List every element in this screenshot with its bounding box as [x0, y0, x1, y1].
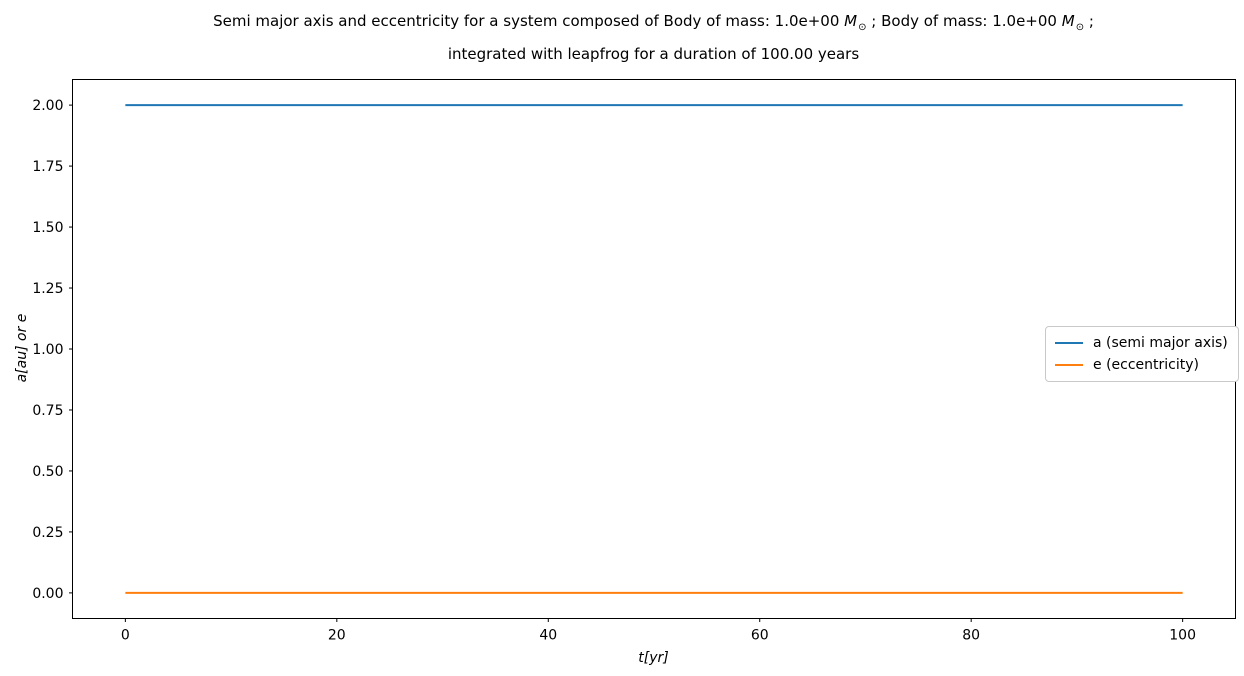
chart-title: Semi major axis and eccentricity for a s… — [72, 8, 1235, 67]
legend-item-a: a (semi major axis) — [1055, 333, 1228, 352]
y-tick-label: 1.50 — [32, 220, 63, 236]
chart-title-text: ; Body of mass: 1.0e+00 — [866, 12, 1062, 30]
solar-mass-symbol: M — [1061, 12, 1075, 30]
legend: a (semi major axis) e (eccentricity) — [1045, 326, 1239, 382]
x-tick-label: 40 — [539, 628, 557, 644]
y-tick-label: 1.25 — [32, 281, 63, 297]
legend-label-a: a (semi major axis) — [1093, 334, 1228, 351]
y-tick-label: 2.00 — [32, 98, 63, 114]
solar-mass-symbol: M — [844, 12, 858, 30]
chart-title-line2: integrated with leapfrog for a duration … — [447, 45, 860, 63]
legend-line-sample-a — [1055, 341, 1083, 344]
legend-label-e: e (eccentricity) — [1093, 356, 1199, 373]
legend-item-e: e (eccentricity) — [1055, 355, 1228, 374]
x-tick-label: 20 — [328, 628, 346, 644]
x-tick-label: 100 — [1169, 628, 1196, 644]
x-tick-label: 0 — [121, 628, 130, 644]
chart-title-line1: Semi major axis and eccentricity for a s… — [72, 8, 1235, 41]
y-tick-label: 0.25 — [32, 525, 63, 541]
chart-title-text: ; — [1084, 12, 1094, 30]
legend-line-sample-e — [1055, 363, 1083, 366]
chart-title-text: Semi major axis and eccentricity for a s… — [213, 12, 845, 30]
x-tick-label: 80 — [962, 628, 980, 644]
x-axis-label: t[yr] — [638, 650, 669, 666]
y-tick-label: 1.75 — [32, 159, 63, 175]
sun-subscript-icon: ⊙ — [1075, 22, 1085, 33]
x-tick-label: 60 — [751, 628, 769, 644]
y-tick-label: 0.50 — [32, 464, 63, 480]
sun-subscript-icon: ⊙ — [858, 22, 867, 33]
y-tick-label: 0.75 — [32, 403, 63, 419]
y-tick-label: 0.00 — [32, 586, 63, 602]
y-tick-label: 1.00 — [32, 342, 63, 358]
